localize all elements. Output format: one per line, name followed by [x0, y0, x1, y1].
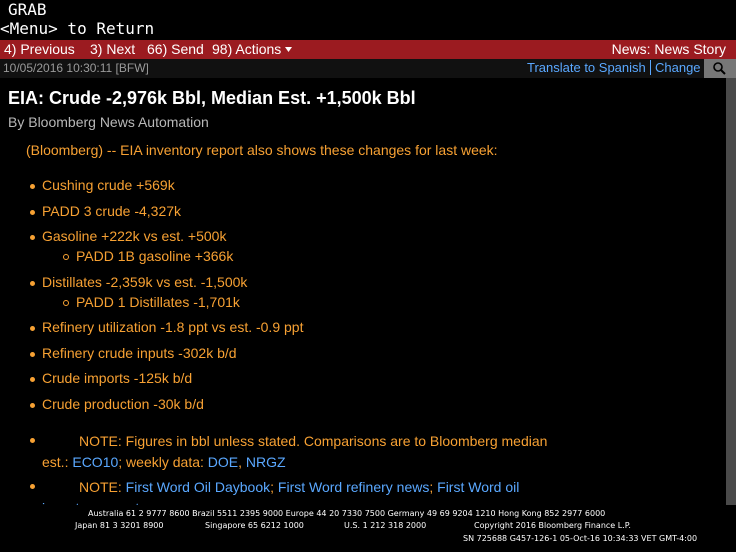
headline: EIA: Crude -2,976k Bbl, Median Est. +1,5… — [8, 88, 416, 108]
toolbar: 4) Previous 3) Next 66) Send 98) Actions… — [0, 40, 736, 59]
change-link[interactable]: Change — [655, 60, 701, 75]
byline: By Bloomberg News Automation — [8, 114, 209, 130]
footer-copyright: Copyright 2016 Bloomberg Finance L.P. — [474, 521, 631, 530]
bullet-text: Cushing crude +569k — [42, 177, 175, 193]
search-icon — [713, 62, 726, 75]
bullet-text: Distillates -2,359k vs est. -1,500k — [42, 273, 248, 290]
footer: Australia 61 2 9777 8600 Brazil 5511 239… — [0, 505, 736, 552]
note-segment: ; weekly data: — [118, 454, 208, 470]
note-link[interactable]: First Word refinery news — [277, 479, 430, 495]
dropdown-arrow — [285, 47, 292, 52]
previous-button[interactable]: 4) Previous — [4, 41, 75, 57]
note-link[interactable]: First Word Oil Daybook — [125, 479, 271, 495]
note-link[interactable]: DOE — [207, 454, 239, 470]
bullet-dot — [30, 280, 35, 286]
note-segment: NOTE: Figures in bbl unless stated. Comp… — [42, 433, 548, 470]
note-segment: , — [238, 454, 246, 470]
sub-bullet-circle — [63, 254, 69, 260]
bullet-text: PADD 3 crude -4,327k — [42, 202, 182, 219]
note-link[interactable]: NRGZ — [245, 454, 286, 470]
bullet-dot — [30, 484, 35, 489]
grab-label: GRAB — [8, 0, 47, 19]
search-button[interactable] — [704, 59, 736, 78]
note-segment: ; — [270, 479, 278, 495]
bullet-text: Crude imports -125k b/d — [42, 370, 193, 386]
scrollbar[interactable] — [726, 78, 736, 505]
send-button[interactable]: 66) Send — [147, 41, 204, 57]
sub-bullet-text: PADD 1 Distillates -1,701k — [76, 293, 240, 310]
translate-link[interactable]: Translate to Spanish — [527, 60, 651, 75]
news-story-label: News: News Story — [611, 41, 726, 57]
bullet-dot — [30, 326, 35, 331]
actions-button[interactable]: 98) Actions — [212, 41, 282, 57]
footer-line1: Australia 61 2 9777 8600 Brazil 5511 239… — [88, 509, 606, 518]
bullet-dot — [30, 235, 35, 240]
note-text: NOTE: Figures in bbl unless stated. Comp… — [42, 431, 562, 473]
sub-bullet-circle — [63, 299, 69, 306]
footer-us: U.S. 1 212 318 2000 — [344, 521, 427, 530]
footer-singapore: Singapore 65 6212 1000 — [205, 521, 304, 530]
bullet-text: Refinery utilization -1.8 ppt vs est. -0… — [42, 319, 304, 335]
sub-bullet-text: PADD 1B gasoline +366k — [76, 248, 234, 264]
next-button[interactable]: 3) Next — [90, 41, 136, 57]
bullet-text: Gasoline +222k vs est. +500k — [42, 228, 227, 244]
menu-return: <Menu> to Return — [0, 19, 155, 38]
note-text: NOTE: First Word Oil Daybook; First Word… — [42, 477, 562, 519]
footer-japan: Japan 81 3 3201 8900 — [75, 521, 164, 530]
bullet-dot — [30, 209, 35, 215]
bullet-dot — [30, 351, 35, 357]
bullet-text: Crude production -30k b/d — [42, 395, 204, 412]
bullet-dot — [30, 402, 35, 408]
footer-line3: SN 725688 G457-126-1 05-Oct-16 10:34:33 … — [463, 534, 698, 543]
bullet-dot — [30, 377, 35, 382]
bullet-dot — [30, 184, 35, 189]
bullet-text: Refinery crude inputs -302k b/d — [42, 344, 237, 361]
status-bar: 10/05/2016 10:30:11 [BFW] Translate to S… — [0, 59, 736, 78]
bullet-dot — [30, 438, 35, 443]
note-link[interactable]: ECO10 — [72, 454, 119, 470]
note-segment: ; — [429, 479, 438, 495]
intro: (Bloomberg) -- EIA inventory report also… — [26, 142, 498, 158]
note-segment: NOTE: — [79, 479, 126, 495]
timestamp: 10/05/2016 10:30:11 [BFW] — [3, 61, 149, 75]
